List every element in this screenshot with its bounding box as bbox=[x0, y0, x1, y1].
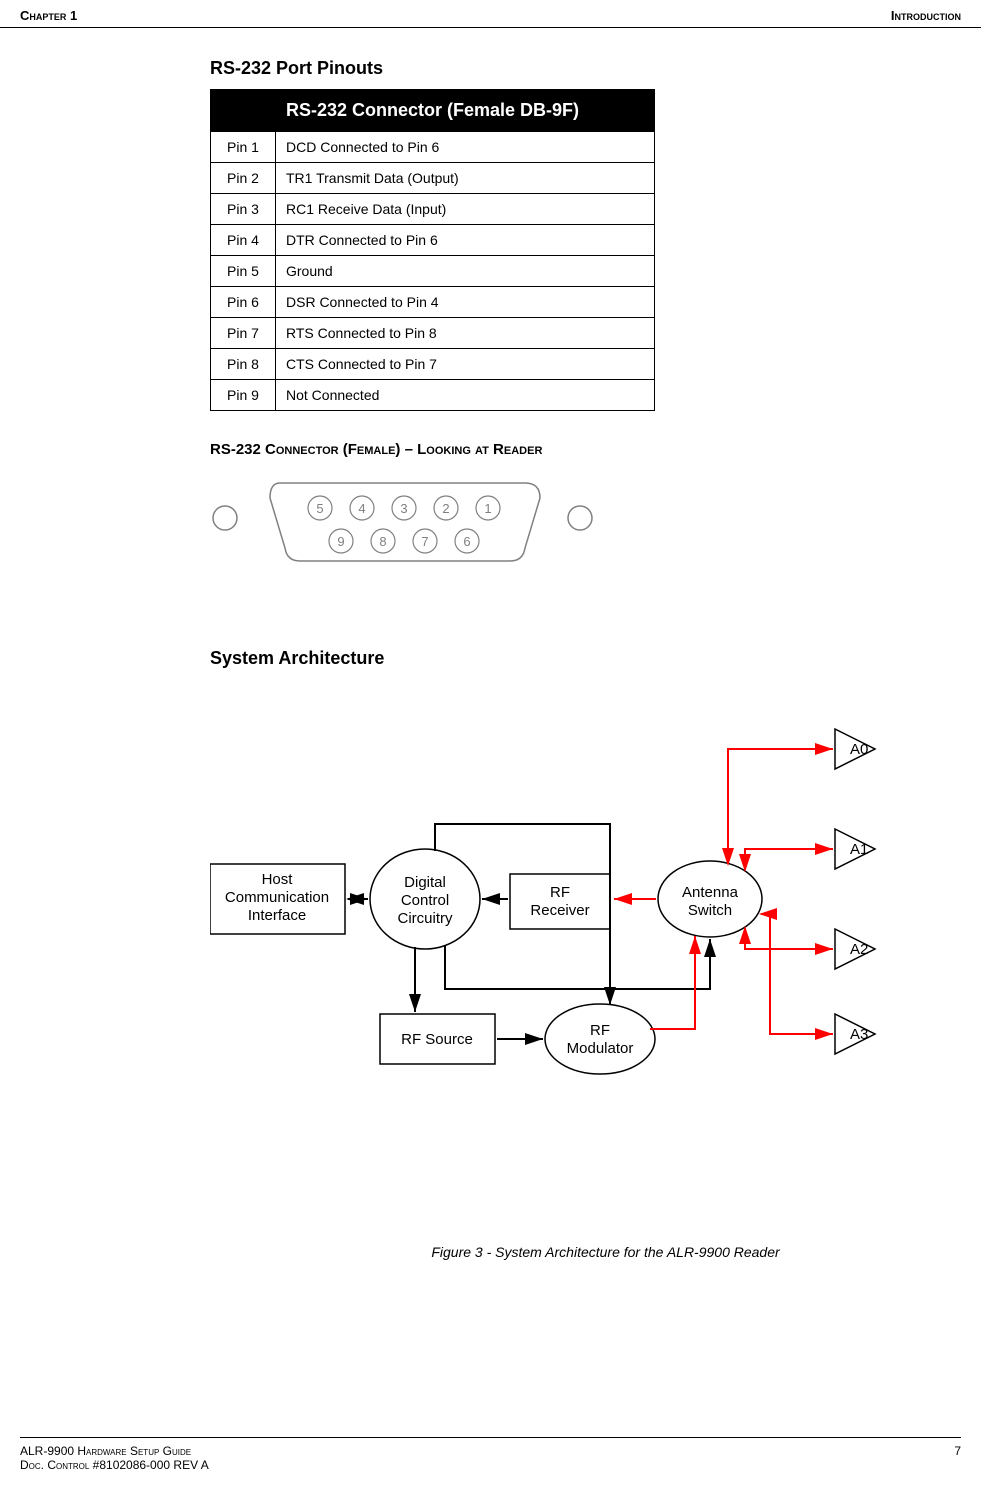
table-row: Pin 2TR1 Transmit Data (Output) bbox=[211, 163, 655, 194]
svg-text:RF: RF bbox=[590, 1022, 610, 1039]
svg-text:6: 6 bbox=[463, 534, 470, 549]
svg-text:Host: Host bbox=[262, 871, 294, 888]
svg-text:RF Source: RF Source bbox=[401, 1031, 473, 1048]
table-row: Pin 9Not Connected bbox=[211, 380, 655, 411]
svg-text:Circuitry: Circuitry bbox=[398, 910, 453, 927]
svg-text:Communication: Communication bbox=[225, 889, 329, 906]
main-content: RS-232 Port Pinouts RS-232 Connector (Fe… bbox=[0, 28, 981, 1260]
svg-text:7: 7 bbox=[421, 534, 428, 549]
header-chapter: Chapter 1 bbox=[20, 8, 77, 23]
page-footer: ALR-9900 Hardware Setup Guide Doc. Contr… bbox=[20, 1437, 961, 1472]
table-header: RS-232 Connector (Female DB-9F) bbox=[211, 90, 655, 132]
figure-caption: Figure 3 - System Architecture for the A… bbox=[310, 1244, 901, 1260]
table-row: Pin 8CTS Connected to Pin 7 bbox=[211, 349, 655, 380]
page-number: 7 bbox=[954, 1444, 961, 1472]
svg-text:5: 5 bbox=[316, 501, 323, 516]
table-row: Pin 3RC1 Receive Data (Input) bbox=[211, 194, 655, 225]
svg-text:9: 9 bbox=[337, 534, 344, 549]
section-title-pinouts: RS-232 Port Pinouts bbox=[210, 58, 901, 79]
db9-connector-icon: 5 4 3 2 1 9 8 7 6 bbox=[205, 473, 605, 583]
svg-text:8: 8 bbox=[379, 534, 386, 549]
header-section: Introduction bbox=[891, 8, 961, 23]
svg-text:3: 3 bbox=[400, 501, 407, 516]
svg-text:Digital: Digital bbox=[404, 874, 446, 891]
svg-text:A3: A3 bbox=[850, 1026, 868, 1043]
architecture-diagram: A0 A1 A2 A3 Host Communication Interface… bbox=[210, 699, 901, 1184]
svg-text:A0: A0 bbox=[850, 741, 868, 758]
svg-text:4: 4 bbox=[358, 501, 365, 516]
subsection-title: RS-232 Connector (Female) – Looking at R… bbox=[210, 441, 901, 458]
page-header: Chapter 1 Introduction bbox=[0, 0, 981, 28]
svg-text:1: 1 bbox=[484, 501, 491, 516]
section-title-architecture: System Architecture bbox=[210, 648, 901, 669]
svg-text:Control: Control bbox=[401, 892, 449, 909]
system-architecture-icon: A0 A1 A2 A3 Host Communication Interface… bbox=[210, 699, 910, 1179]
pinout-table: RS-232 Connector (Female DB-9F) Pin 1DCD… bbox=[210, 89, 655, 411]
svg-text:Receiver: Receiver bbox=[530, 902, 589, 919]
table-row: Pin 4DTR Connected to Pin 6 bbox=[211, 225, 655, 256]
table-row: Pin 5Ground bbox=[211, 256, 655, 287]
table-row: Pin 7RTS Connected to Pin 8 bbox=[211, 318, 655, 349]
connector-diagram: 5 4 3 2 1 9 8 7 6 bbox=[205, 473, 901, 588]
footer-left: ALR-9900 Hardware Setup Guide Doc. Contr… bbox=[20, 1444, 209, 1472]
svg-text:A2: A2 bbox=[850, 941, 868, 958]
svg-text:2: 2 bbox=[442, 501, 449, 516]
svg-text:RF: RF bbox=[550, 884, 570, 901]
svg-text:Antenna: Antenna bbox=[682, 884, 739, 901]
svg-text:A1: A1 bbox=[850, 841, 868, 858]
table-row: Pin 1DCD Connected to Pin 6 bbox=[211, 132, 655, 163]
table-row: Pin 6DSR Connected to Pin 4 bbox=[211, 287, 655, 318]
svg-text:Interface: Interface bbox=[248, 907, 306, 924]
svg-text:Modulator: Modulator bbox=[567, 1040, 634, 1057]
svg-text:Switch: Switch bbox=[688, 902, 732, 919]
table-body: Pin 1DCD Connected to Pin 6 Pin 2TR1 Tra… bbox=[211, 132, 655, 411]
